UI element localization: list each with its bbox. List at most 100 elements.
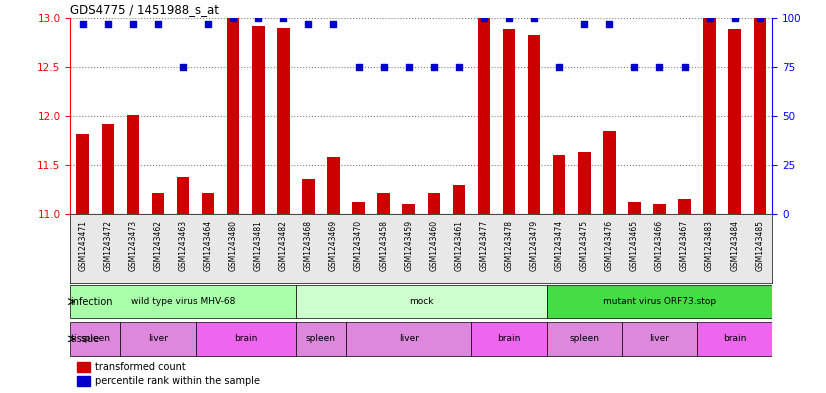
- Bar: [78, 376, 90, 386]
- Point: [126, 20, 140, 27]
- Point: [603, 20, 616, 27]
- Bar: [622, 322, 697, 356]
- Text: spleen: spleen: [80, 334, 111, 343]
- Bar: [528, 35, 540, 214]
- Text: GSM1243460: GSM1243460: [430, 220, 439, 271]
- Text: GSM1243467: GSM1243467: [680, 220, 689, 271]
- Bar: [729, 29, 741, 214]
- Text: GSM1243468: GSM1243468: [304, 220, 313, 271]
- Text: GSM1243482: GSM1243482: [279, 220, 287, 270]
- Text: GSM1243463: GSM1243463: [178, 220, 188, 271]
- Text: mock: mock: [409, 297, 434, 306]
- Point: [502, 15, 515, 21]
- Bar: [102, 124, 114, 214]
- Bar: [121, 322, 196, 356]
- Point: [177, 64, 190, 70]
- Bar: [678, 199, 691, 214]
- Bar: [327, 157, 339, 214]
- Text: GSM1243471: GSM1243471: [78, 220, 88, 271]
- Text: GSM1243465: GSM1243465: [630, 220, 638, 271]
- Bar: [704, 18, 716, 214]
- Text: percentile rank within the sample: percentile rank within the sample: [95, 376, 260, 386]
- Point: [76, 20, 89, 27]
- Point: [102, 20, 115, 27]
- Text: GSM1243475: GSM1243475: [580, 220, 589, 271]
- Point: [753, 15, 767, 21]
- Text: GSM1243462: GSM1243462: [154, 220, 163, 271]
- Point: [728, 15, 741, 21]
- Point: [678, 64, 691, 70]
- Point: [327, 20, 340, 27]
- Bar: [202, 193, 215, 214]
- Bar: [196, 322, 296, 356]
- Bar: [227, 18, 240, 214]
- Bar: [653, 204, 666, 214]
- Bar: [77, 134, 89, 214]
- Text: GSM1243479: GSM1243479: [529, 220, 539, 271]
- Text: brain: brain: [234, 334, 258, 343]
- Text: GSM1243466: GSM1243466: [655, 220, 664, 271]
- Text: tissue: tissue: [70, 334, 100, 344]
- Point: [151, 20, 164, 27]
- Bar: [753, 18, 766, 214]
- Point: [301, 20, 315, 27]
- Point: [528, 15, 541, 21]
- Point: [202, 20, 215, 27]
- Bar: [547, 285, 772, 318]
- Point: [477, 15, 491, 21]
- Point: [427, 64, 440, 70]
- Point: [628, 64, 641, 70]
- Text: GSM1243473: GSM1243473: [128, 220, 137, 271]
- Point: [277, 15, 290, 21]
- Bar: [353, 202, 365, 214]
- Bar: [697, 322, 772, 356]
- Bar: [252, 26, 264, 214]
- Bar: [603, 130, 615, 214]
- Bar: [177, 177, 189, 214]
- Text: GSM1243481: GSM1243481: [254, 220, 263, 270]
- Text: spleen: spleen: [569, 334, 599, 343]
- Bar: [402, 204, 415, 214]
- Point: [226, 15, 240, 21]
- Text: GSM1243480: GSM1243480: [229, 220, 238, 271]
- Text: spleen: spleen: [306, 334, 336, 343]
- Text: transformed count: transformed count: [95, 362, 186, 372]
- Text: GSM1243484: GSM1243484: [730, 220, 739, 271]
- Bar: [472, 322, 547, 356]
- Text: GSM1243474: GSM1243474: [555, 220, 563, 271]
- Text: GSM1243469: GSM1243469: [329, 220, 338, 271]
- Point: [453, 64, 466, 70]
- Point: [577, 20, 591, 27]
- Text: wild type virus MHV-68: wild type virus MHV-68: [131, 297, 235, 306]
- Bar: [70, 285, 296, 318]
- Bar: [296, 285, 547, 318]
- Bar: [152, 193, 164, 214]
- Text: liver: liver: [399, 334, 419, 343]
- Text: GSM1243459: GSM1243459: [404, 220, 413, 271]
- Bar: [70, 322, 121, 356]
- Text: GSM1243485: GSM1243485: [755, 220, 764, 271]
- Text: brain: brain: [497, 334, 520, 343]
- Text: GSM1243461: GSM1243461: [454, 220, 463, 271]
- Text: liver: liver: [649, 334, 669, 343]
- Bar: [277, 28, 290, 214]
- Text: GSM1243472: GSM1243472: [103, 220, 112, 271]
- Text: GSM1243476: GSM1243476: [605, 220, 614, 271]
- Text: brain: brain: [723, 334, 747, 343]
- Bar: [628, 202, 641, 214]
- Text: GSM1243477: GSM1243477: [479, 220, 488, 271]
- Bar: [453, 185, 465, 214]
- Text: mutant virus ORF73.stop: mutant virus ORF73.stop: [603, 297, 716, 306]
- Text: GSM1243470: GSM1243470: [354, 220, 363, 271]
- Bar: [377, 193, 390, 214]
- Point: [377, 64, 390, 70]
- Text: GSM1243478: GSM1243478: [505, 220, 514, 271]
- Bar: [553, 155, 566, 214]
- Bar: [346, 322, 472, 356]
- Text: GSM1243458: GSM1243458: [379, 220, 388, 271]
- Bar: [428, 193, 440, 214]
- Text: GSM1243483: GSM1243483: [705, 220, 714, 271]
- Point: [653, 64, 666, 70]
- Bar: [296, 322, 346, 356]
- Point: [352, 64, 365, 70]
